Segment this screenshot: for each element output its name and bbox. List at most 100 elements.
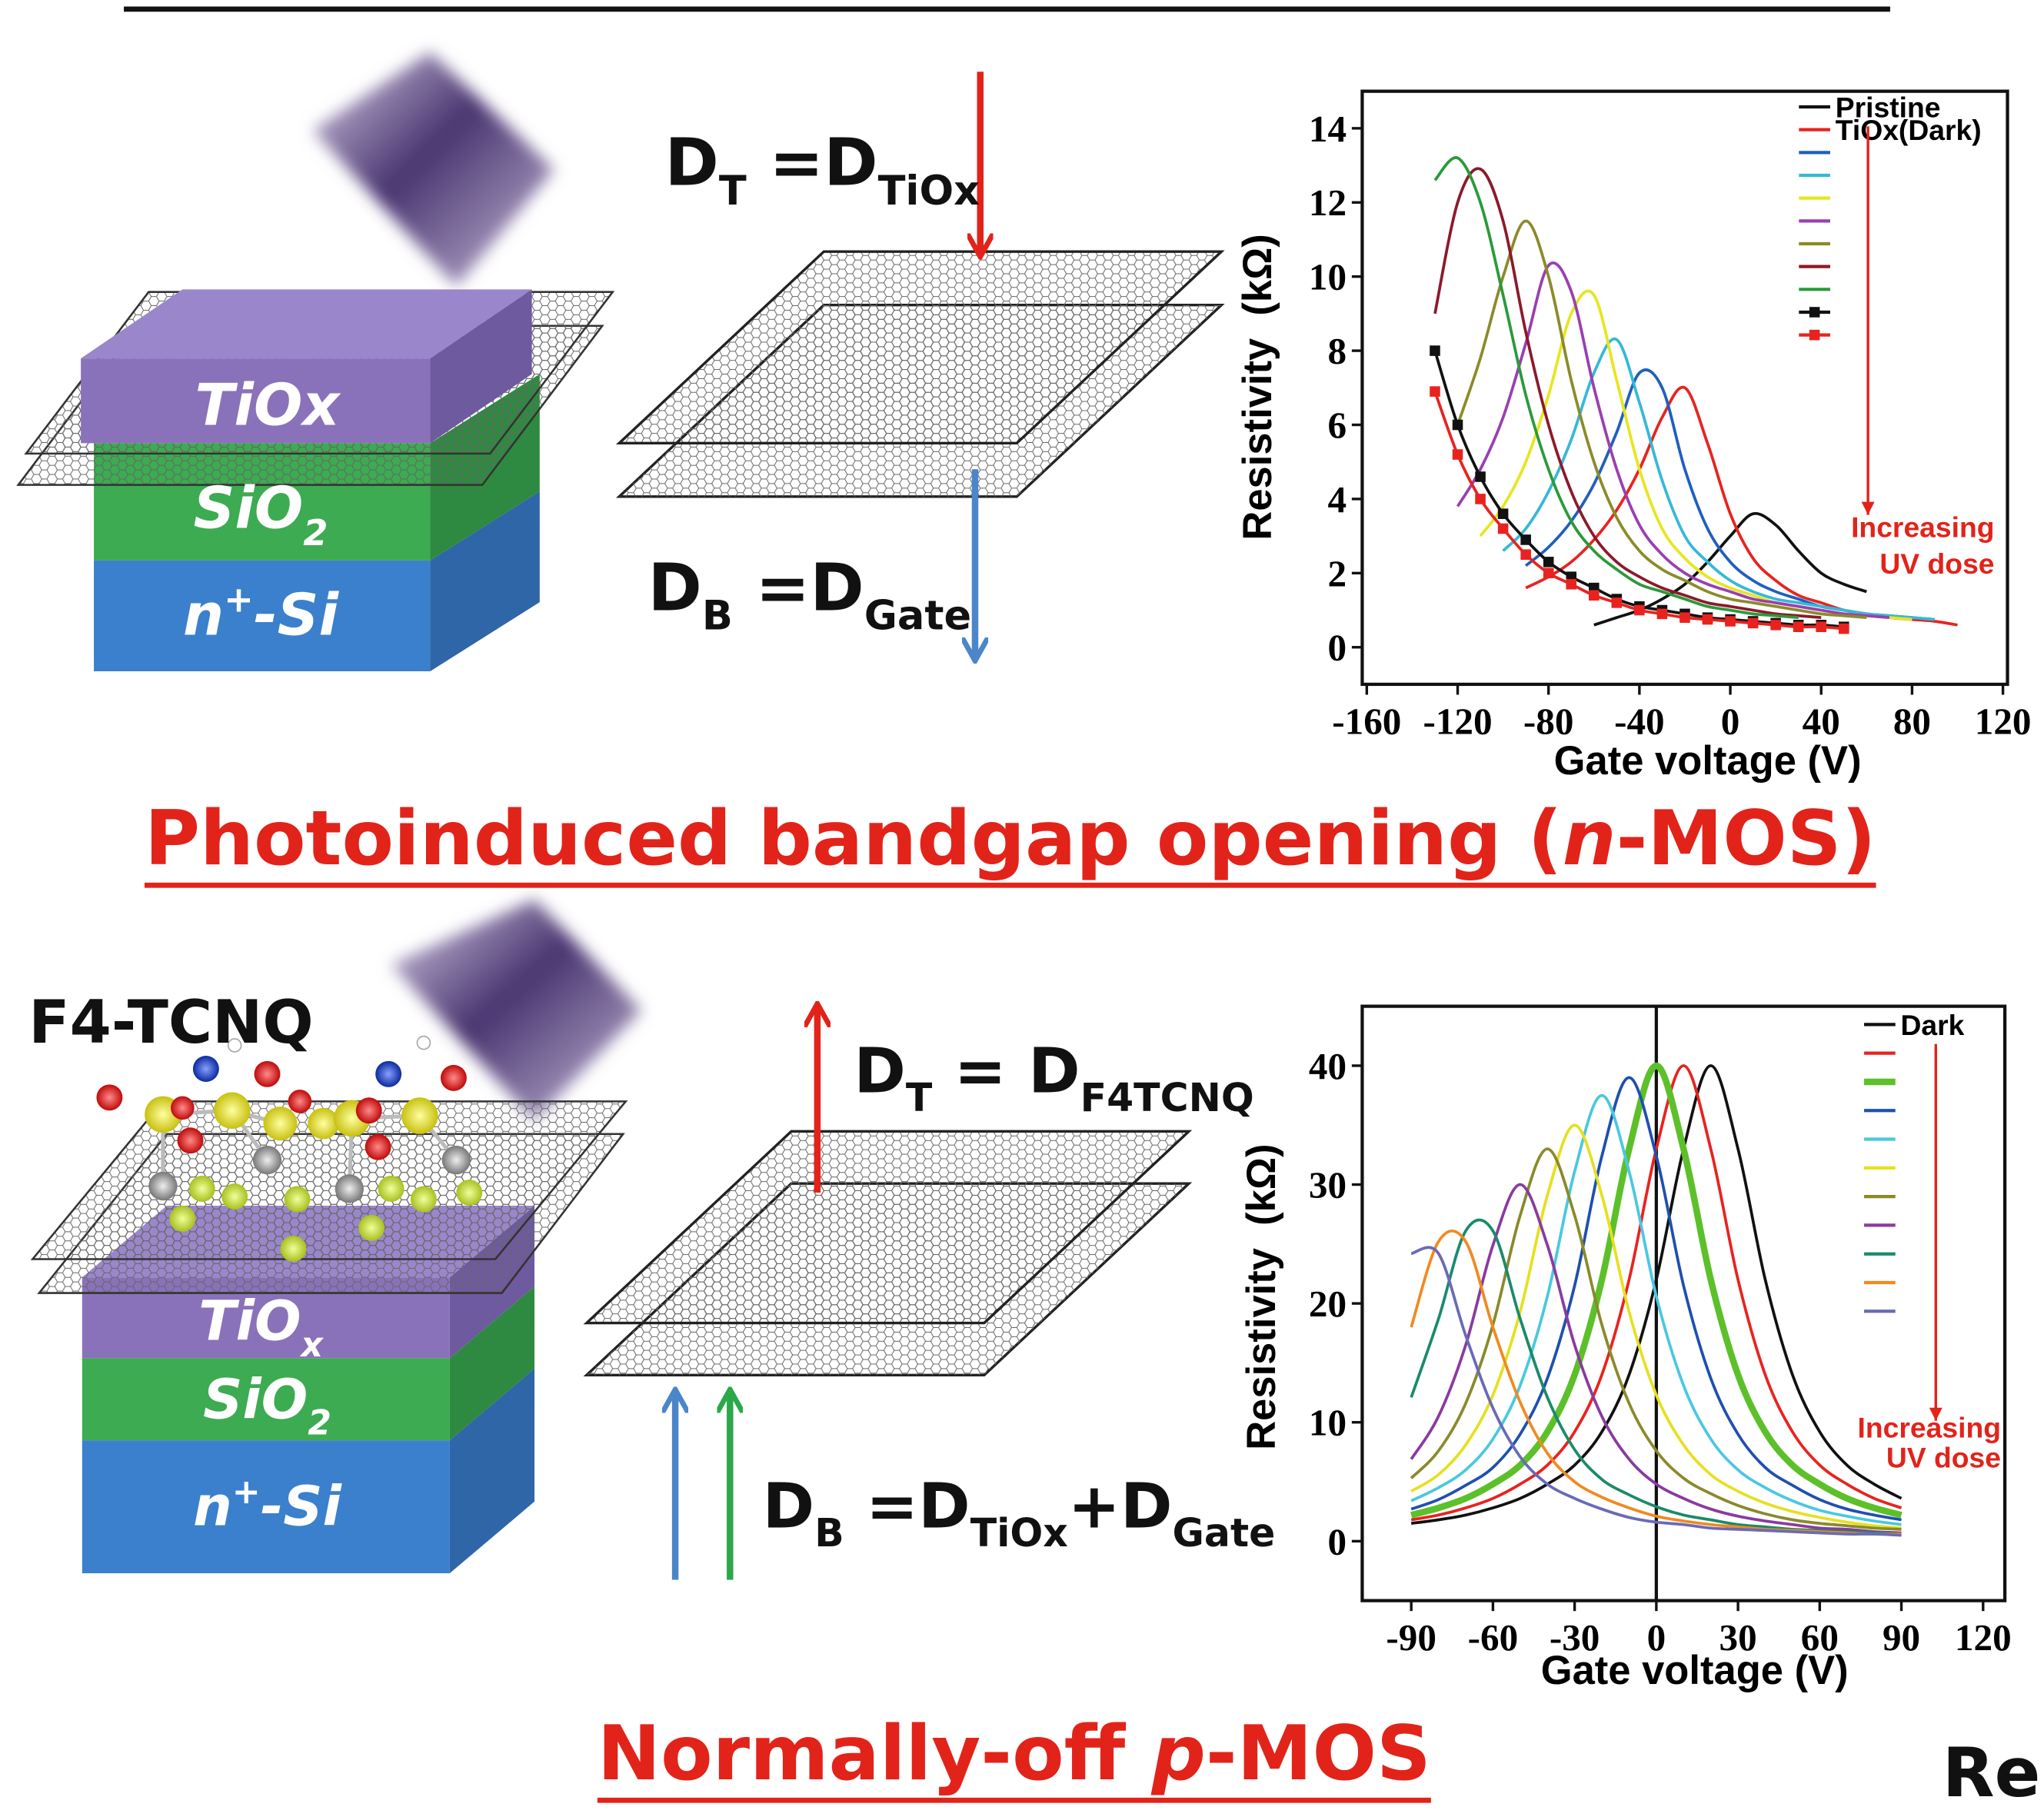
marker — [1748, 618, 1759, 629]
y-tick-label: 6 — [1328, 404, 1347, 446]
text-part: Normally-off — [598, 1710, 1152, 1798]
layer-label: n+-Si — [193, 1473, 342, 1538]
y-axis-label: Resistivity (kΩ) — [1239, 1143, 1284, 1449]
marker — [1725, 616, 1736, 627]
y-tick-label: 30 — [1309, 1163, 1347, 1206]
x-tick-label: 40 — [1803, 700, 1840, 742]
y-tick-label: 0 — [1328, 1520, 1347, 1562]
marker — [1520, 534, 1531, 545]
text-part: n — [193, 1474, 232, 1538]
text-part: T — [719, 168, 747, 215]
marker — [1816, 621, 1826, 632]
marker — [1770, 620, 1781, 631]
y-tick-label: 10 — [1309, 1402, 1347, 1444]
text-part: D — [763, 1470, 815, 1543]
text-part: Photoinduced bandgap opening ( — [145, 795, 1563, 883]
annotation: Increasing — [1851, 511, 1994, 543]
text-part: Gate — [1173, 1510, 1276, 1556]
x-tick-label: -160 — [1332, 700, 1401, 742]
y-tick-label: 0 — [1328, 627, 1347, 669]
marker — [1498, 524, 1509, 534]
text-part: TiO — [198, 1290, 301, 1353]
marker — [1543, 557, 1554, 567]
text-part: x — [300, 1326, 325, 1365]
x-axis-label: Gate voltage (V) — [1541, 1648, 1849, 1693]
chart: -160-120-80-400408012002468101214Gate vo… — [1235, 92, 2032, 784]
y-tick-label: 12 — [1309, 181, 1347, 224]
marker — [1793, 621, 1804, 632]
text-part: -Si — [254, 582, 340, 649]
x-tick-label: -60 — [1468, 1616, 1519, 1659]
annotation: Increasing — [1858, 1412, 2001, 1444]
text-part: -MOS — [1206, 1710, 1431, 1798]
top-flux-label: DT = DF4TCNQ — [854, 1035, 1253, 1120]
legend-label: TiOx(Dark) — [1836, 114, 1982, 146]
marker — [1453, 420, 1463, 431]
marker — [1589, 590, 1600, 601]
text-part: D — [648, 549, 702, 625]
x-axis-label: Gate voltage (V) — [1554, 738, 1862, 784]
y-tick-label: 40 — [1309, 1045, 1347, 1087]
text-part: +D — [1068, 1470, 1173, 1543]
x-tick-label: -80 — [1523, 700, 1574, 742]
marker — [1520, 549, 1531, 560]
text-part: SiO — [194, 475, 304, 542]
legend-label: Dark — [1901, 1009, 1965, 1041]
text-part: SiO — [203, 1367, 308, 1431]
bottom-flux-label: DB =DGate — [648, 549, 972, 639]
text-part: = D — [932, 1035, 1080, 1108]
text-part: TiOx — [195, 372, 342, 439]
scheme-1: D T =D TiOx DB =DGate — [619, 72, 1221, 658]
y-tick-label: 20 — [1309, 1283, 1347, 1325]
text-part: B — [814, 1510, 844, 1556]
y-axis-label: Resistivity (kΩ) — [1235, 234, 1280, 540]
heading: Normally-off p-MOS — [598, 1710, 1431, 1798]
corner-heading: Re — [1942, 1733, 2041, 1812]
legend-marker — [1809, 307, 1820, 318]
text-part: Gate — [864, 593, 971, 640]
series-line — [1435, 168, 1821, 617]
marker — [1498, 508, 1509, 519]
y-tick-label: 8 — [1328, 330, 1347, 372]
text-part: F4TCNQ — [1080, 1075, 1254, 1120]
heading: Photoinduced bandgap opening (n-MOS) — [145, 795, 1876, 883]
marker — [1703, 614, 1713, 625]
text-part: TiOx — [970, 1510, 1068, 1556]
annotation: UV dose — [1879, 547, 1994, 580]
text-part: n — [183, 582, 224, 649]
light-beam — [313, 52, 554, 287]
text-part: 2 — [308, 1404, 331, 1443]
series-line — [1435, 158, 1799, 617]
layer-label: n+-Si — [183, 579, 340, 649]
device-2: F4-TCNQ TiOx SiO2 n+-Si — [28, 900, 641, 1573]
legend-marker — [1809, 330, 1820, 341]
scheme-2: DT = DF4TCNQ DB =DTiOx+DGate — [587, 1007, 1275, 1580]
layer-label: TiOx — [195, 372, 342, 439]
text-part: -MOS) — [1616, 795, 1876, 883]
marker — [1566, 579, 1576, 590]
marker — [1430, 345, 1440, 356]
marker — [1430, 386, 1440, 397]
marker — [1657, 609, 1668, 620]
annotation: UV dose — [1886, 1442, 2001, 1474]
text-part: B — [702, 593, 733, 640]
x-tick-label: 120 — [1955, 1616, 2012, 1659]
text-part: + — [232, 1473, 261, 1512]
text-part: 2 — [303, 512, 328, 554]
light-beam — [391, 900, 641, 1121]
molecule-label: F4-TCNQ — [28, 988, 313, 1057]
marker — [1634, 605, 1645, 616]
text-part: T — [906, 1075, 933, 1120]
marker — [1475, 471, 1486, 482]
bottom-flux-label: DB =DTiOx+DGate — [763, 1470, 1276, 1556]
text-part: =D — [733, 549, 864, 625]
marker — [1475, 494, 1486, 504]
marker — [1543, 568, 1554, 579]
marker — [1679, 612, 1690, 623]
text-part: TiOx — [878, 168, 980, 215]
marker — [1453, 449, 1463, 460]
y-tick-label: 4 — [1328, 478, 1347, 521]
marker — [1612, 597, 1623, 608]
y-tick-label: 10 — [1309, 256, 1347, 298]
x-tick-label: -120 — [1423, 700, 1492, 742]
